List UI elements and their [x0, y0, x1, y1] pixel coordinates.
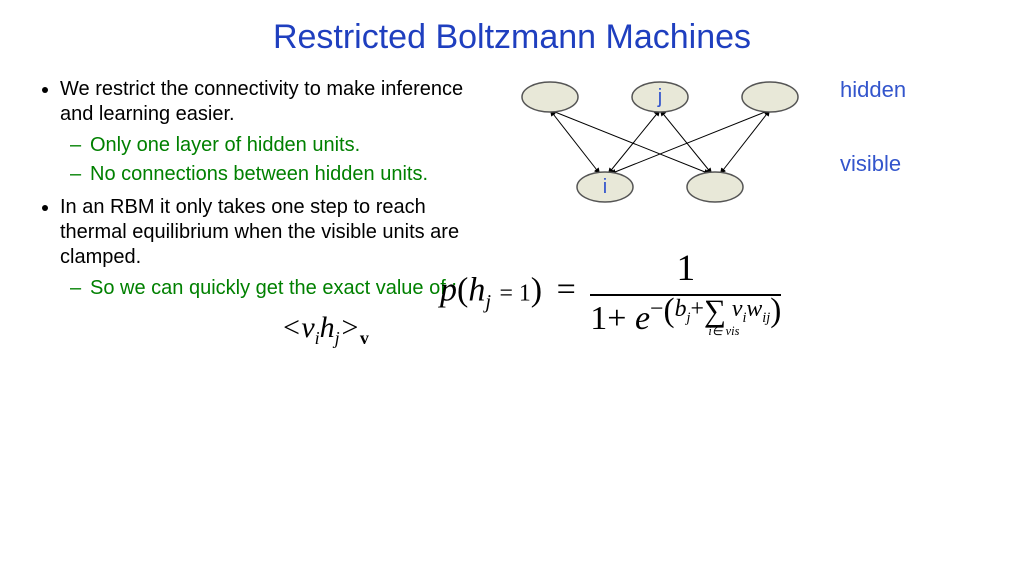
- visible-label: visible: [840, 151, 906, 177]
- node: [742, 82, 798, 112]
- hidden-label: hidden: [840, 77, 906, 103]
- slide-title: Restricted Boltzmann Machines: [0, 0, 1024, 57]
- right-column: ji hidden visible p(hj = 1) = 1 1+ e −(b…: [470, 77, 990, 350]
- node-label: j: [657, 86, 662, 108]
- rbm-diagram: ji: [490, 67, 830, 227]
- left-column: We restrict the connectivity to make inf…: [0, 77, 470, 350]
- bullet-2: In an RBM it only takes one step to reac…: [60, 195, 470, 270]
- expectation-formula: <vihj>v: [180, 309, 470, 350]
- layer-labels: hidden visible: [840, 77, 906, 177]
- node: [522, 82, 578, 112]
- content-area: We restrict the connectivity to make inf…: [0, 77, 1024, 350]
- node: [687, 172, 743, 202]
- bullet-1b: No connections between hidden units.: [90, 162, 470, 187]
- bullet-1: We restrict the connectivity to make inf…: [60, 77, 470, 127]
- bullet-2a: So we can quickly get the exact value of…: [90, 276, 470, 301]
- probability-formula: p(hj = 1) = 1 1+ e −(bj+∑i∈ vis viwij): [440, 247, 781, 338]
- node-label: i: [603, 176, 607, 198]
- bullet-1a: Only one layer of hidden units.: [90, 133, 470, 158]
